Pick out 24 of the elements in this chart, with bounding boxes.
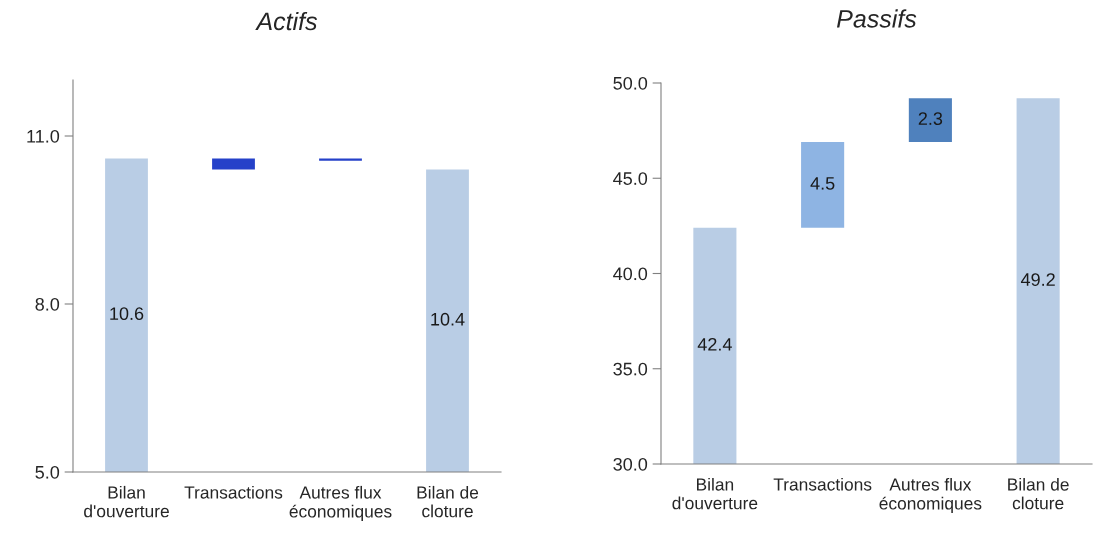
x-tick-label: Transactions	[773, 477, 872, 491]
y-tick-label: 45.0	[613, 172, 648, 185]
x-tick-label: Autres flux économiques	[289, 485, 392, 522]
x-tick-label: Bilan de cloture	[1008, 477, 1069, 510]
x-tick-label: Bilan d'ouverture	[84, 485, 169, 518]
data-label: 2.3	[918, 112, 943, 125]
y-tick-label: 30.0	[613, 457, 648, 471]
y-tick-label: 35.0	[613, 362, 648, 376]
x-tick-label: Bilan d'ouverture	[672, 477, 758, 510]
x-tick-label: Transactions	[184, 485, 283, 499]
x-tick-label: Bilan de cloture	[417, 485, 479, 518]
data-label: 10.4	[431, 312, 465, 326]
data-label: 10.6	[110, 307, 144, 321]
data-label: 42.4	[697, 337, 732, 351]
chart-title: Passifs	[836, 9, 917, 28]
y-tick-label: 50.0	[613, 76, 648, 90]
y-tick-label: 5.0	[35, 465, 60, 479]
data-label: 49.2	[1020, 273, 1055, 286]
chart-title: Actifs	[255, 11, 318, 31]
y-tick-label: 11.0	[27, 129, 60, 143]
y-tick-label: 8.0	[35, 297, 60, 311]
y-tick-label: 40.0	[613, 267, 648, 281]
x-tick-label: Autres flux économiques	[879, 477, 982, 514]
data-label: 4.5	[810, 177, 835, 190]
